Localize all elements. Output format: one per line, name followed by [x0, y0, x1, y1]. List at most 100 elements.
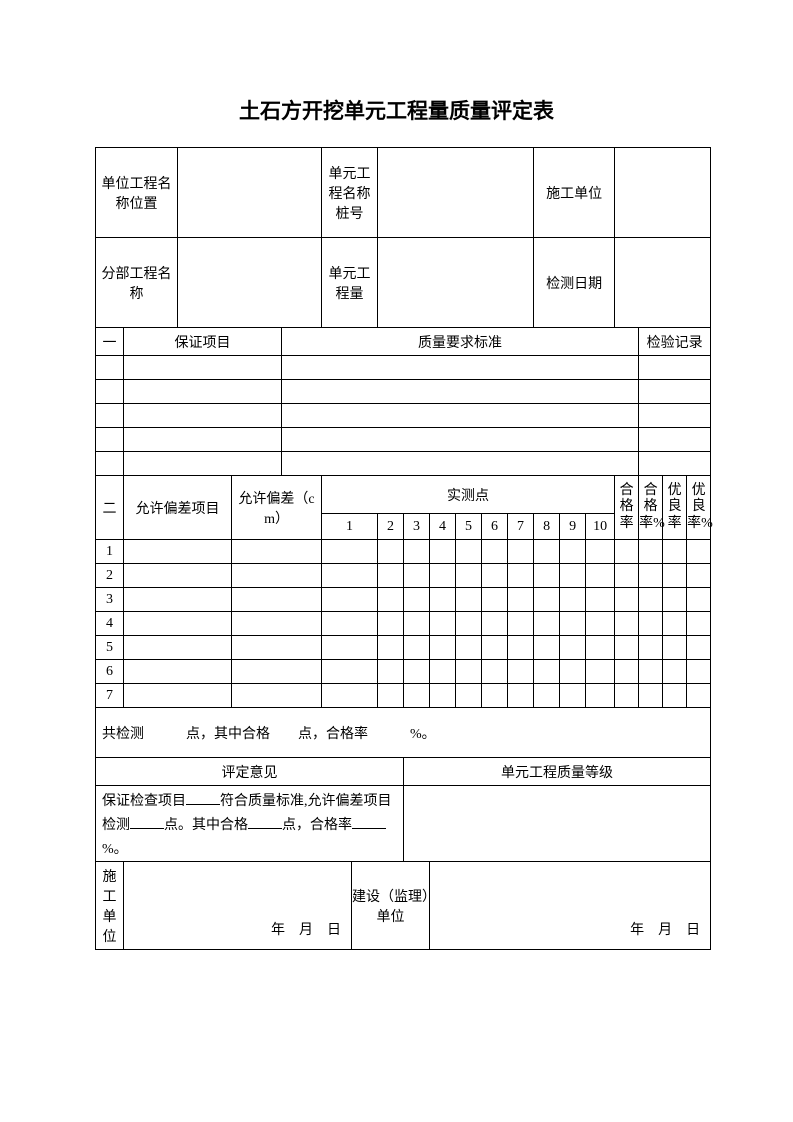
s2r2-p5: [456, 564, 482, 588]
s2r1-p9: [560, 540, 586, 564]
label-unit-element: 单元工程名称桩号: [322, 148, 378, 238]
point-1: 1: [322, 514, 378, 540]
s2r6-p2: [378, 660, 404, 684]
value-inspection-date: [615, 238, 711, 328]
s1r4-item: [124, 428, 282, 452]
s2r2-pass: [615, 564, 639, 588]
s2r5-p2: [378, 636, 404, 660]
s1r2-num: [96, 380, 124, 404]
point-2: 2: [378, 514, 404, 540]
s2r1-good: [663, 540, 687, 564]
s2r5-num: 5: [96, 636, 124, 660]
s2r7-p1: [322, 684, 378, 708]
s2r2-good: [663, 564, 687, 588]
s2r6-good: [663, 660, 687, 684]
s2r3-p8: [534, 588, 560, 612]
s1r3-std: [282, 404, 639, 428]
value-unit-project: [178, 148, 322, 238]
s2r2-p8: [534, 564, 560, 588]
s2r3-num: 3: [96, 588, 124, 612]
value-construction-unit: [615, 148, 711, 238]
point-7: 7: [508, 514, 534, 540]
page-title: 土石方开挖单元工程量质量评定表: [95, 95, 698, 125]
s2r3-p9: [560, 588, 586, 612]
s2r3-p1: [322, 588, 378, 612]
s2r5-p7: [508, 636, 534, 660]
s2r1-p6: [482, 540, 508, 564]
s2r5-tol: [232, 636, 322, 660]
s1r4-num: [96, 428, 124, 452]
s2r2-p6: [482, 564, 508, 588]
sign-left-label: 施工单位: [96, 862, 124, 950]
s1r5-item: [124, 452, 282, 476]
s2r7-num: 7: [96, 684, 124, 708]
value-unit-element: [378, 148, 534, 238]
s2r3-p5: [456, 588, 482, 612]
s2r6-p5: [456, 660, 482, 684]
s2r5-p4: [430, 636, 456, 660]
s2r3-good: [663, 588, 687, 612]
s2r1-p2: [378, 540, 404, 564]
s2r6-p1: [322, 660, 378, 684]
label-unit-project: 单位工程名称位置: [96, 148, 178, 238]
s2r4-num: 4: [96, 612, 124, 636]
s2r1-item: [124, 540, 232, 564]
s2r2-tol: [232, 564, 322, 588]
s2r1-passpct: [639, 540, 663, 564]
label-quantity: 单元工程量: [322, 238, 378, 328]
value-subproject: [178, 238, 322, 328]
point-6: 6: [482, 514, 508, 540]
opinion-body-right: [404, 786, 711, 862]
s2r4-good: [663, 612, 687, 636]
s2r5-good: [663, 636, 687, 660]
s2r3-p4: [430, 588, 456, 612]
section1-col-standard: 质量要求标准: [282, 328, 639, 356]
s2r1-p10: [586, 540, 615, 564]
s1r4-std: [282, 428, 639, 452]
s2r2-item: [124, 564, 232, 588]
point-8: 8: [534, 514, 560, 540]
s2r3-pass: [615, 588, 639, 612]
s2r5-p10: [586, 636, 615, 660]
point-10: 10: [586, 514, 615, 540]
s2r3-p7: [508, 588, 534, 612]
section2-pass-pct-header: 合格率%: [639, 476, 663, 540]
s2r5-pass: [615, 636, 639, 660]
s2r4-passpct: [639, 612, 663, 636]
s2r7-good: [663, 684, 687, 708]
s1r1-num: [96, 356, 124, 380]
s2r7-p7: [508, 684, 534, 708]
s2r3-p6: [482, 588, 508, 612]
s2r3-p2: [378, 588, 404, 612]
s2r3-p10: [586, 588, 615, 612]
s2r1-p1: [322, 540, 378, 564]
s2r6-p9: [560, 660, 586, 684]
s2r4-p6: [482, 612, 508, 636]
s2r5-passpct: [639, 636, 663, 660]
s2r3-goodpct: [687, 588, 711, 612]
s2r7-item: [124, 684, 232, 708]
s2r6-num: 6: [96, 660, 124, 684]
s2r2-passpct: [639, 564, 663, 588]
value-quantity: [378, 238, 534, 328]
s2r7-p3: [404, 684, 430, 708]
point-3: 3: [404, 514, 430, 540]
s2r7-p10: [586, 684, 615, 708]
evaluation-table: 单位工程名称位置 单元工程名称桩号 施工单位 分部工程名称 单元工程量 检测日期…: [95, 147, 711, 950]
s2r3-p3: [404, 588, 430, 612]
s2r1-pass: [615, 540, 639, 564]
sign-right-date: 年 月 日: [430, 862, 711, 950]
s2r2-p2: [378, 564, 404, 588]
s1r5-num: [96, 452, 124, 476]
point-5: 5: [456, 514, 482, 540]
s2r2-p4: [430, 564, 456, 588]
section2-col-item: 允许偏差项目: [124, 476, 232, 540]
s2r7-passpct: [639, 684, 663, 708]
s1r3-rec: [639, 404, 711, 428]
s2r1-p8: [534, 540, 560, 564]
s1r5-rec: [639, 452, 711, 476]
s2r4-p3: [404, 612, 430, 636]
s2r4-goodpct: [687, 612, 711, 636]
s1r4-rec: [639, 428, 711, 452]
s2r6-p6: [482, 660, 508, 684]
